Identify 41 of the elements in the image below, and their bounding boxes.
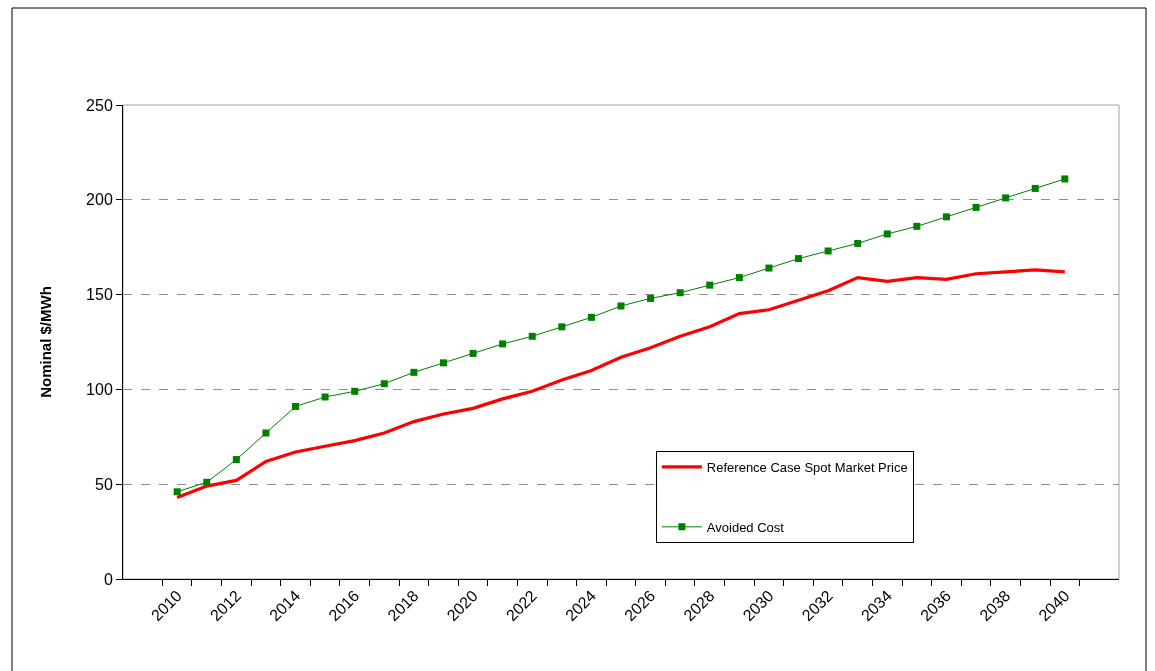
- point: [795, 255, 803, 263]
- point: [321, 393, 329, 401]
- point: [292, 402, 300, 410]
- y-tick-label: 0: [103, 570, 113, 588]
- y-tick-label: 100: [86, 381, 113, 398]
- point: [735, 274, 743, 282]
- point: [262, 429, 270, 437]
- legend-label: Avoided Cost: [706, 519, 785, 535]
- point: [1061, 175, 1069, 183]
- y-tick-label: 50: [95, 475, 113, 493]
- point: [380, 380, 388, 388]
- line-series: [175, 268, 1067, 500]
- point: [528, 332, 536, 340]
- point: [972, 203, 980, 211]
- y-tick-label: 250: [86, 96, 113, 114]
- point: [587, 313, 595, 321]
- point: [469, 349, 477, 357]
- point: [1031, 184, 1039, 192]
- point: [558, 323, 566, 331]
- point: [351, 387, 359, 395]
- point: [647, 294, 655, 302]
- legend-label: Reference Case Spot Market Price: [706, 460, 908, 475]
- point: [410, 368, 418, 376]
- point: [765, 264, 773, 272]
- y-axis-title: Nominal $/MWh: [37, 286, 55, 398]
- point: [499, 340, 507, 348]
- point: [617, 302, 625, 310]
- point: [883, 230, 891, 238]
- y-tick-label: 150: [86, 286, 113, 304]
- y-tick-label: 200: [86, 191, 113, 209]
- point: [913, 222, 921, 230]
- point: [203, 478, 211, 486]
- point: [232, 456, 240, 464]
- point: [173, 488, 181, 496]
- point: [676, 289, 684, 297]
- point: [1002, 194, 1010, 202]
- point: [706, 281, 714, 289]
- point: [439, 359, 447, 367]
- point: [824, 247, 832, 255]
- point: [854, 239, 862, 247]
- point: [942, 213, 950, 221]
